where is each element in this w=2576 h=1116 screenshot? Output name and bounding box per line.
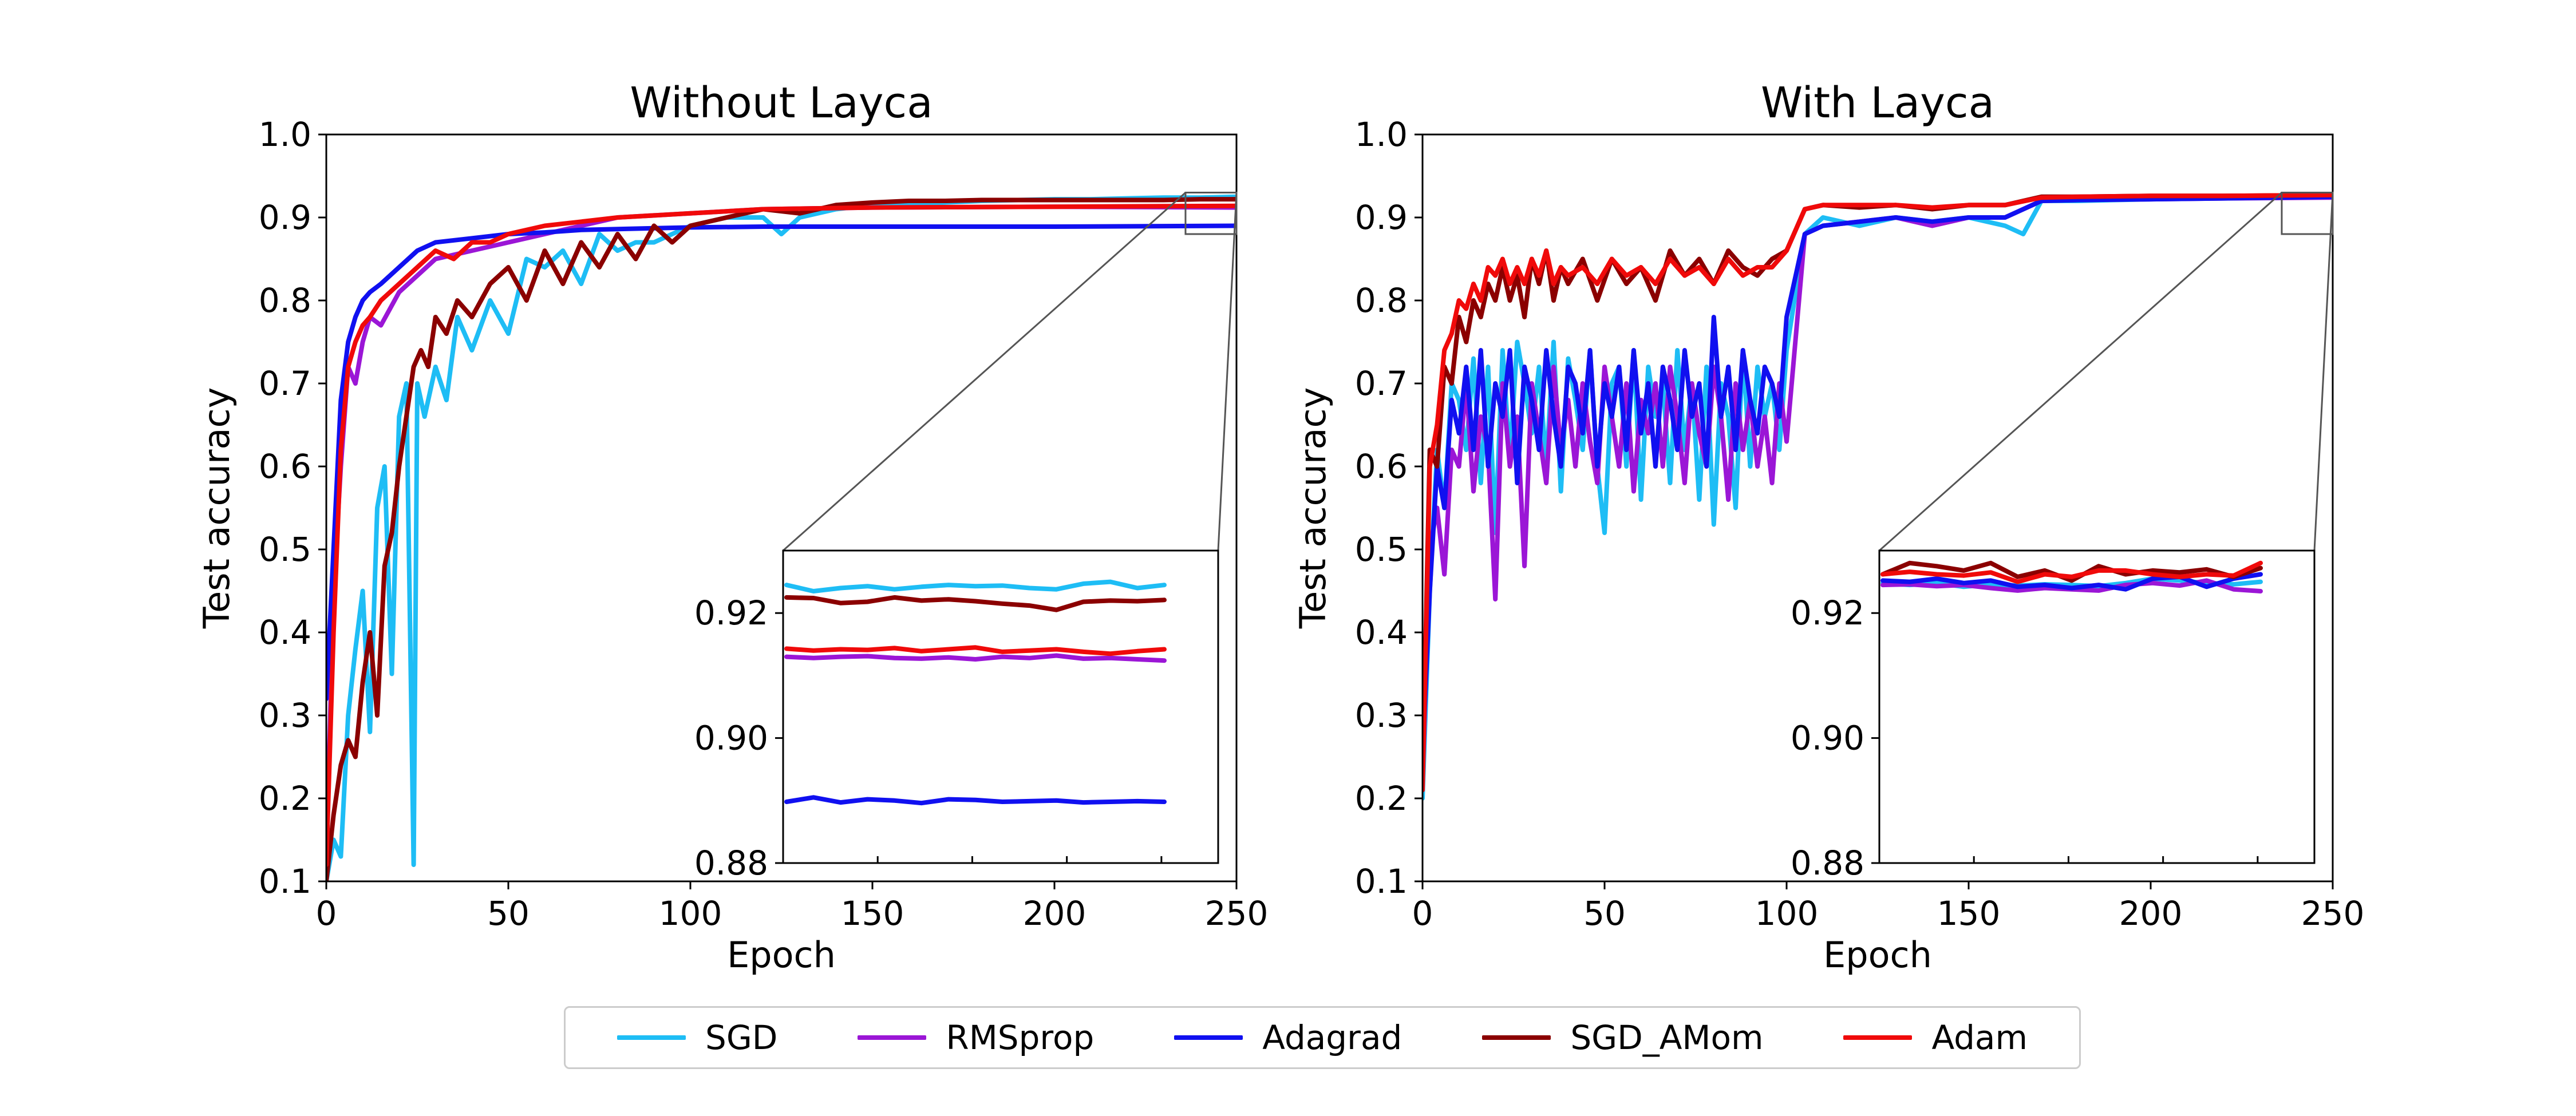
y-tick-label: 0.8 — [1355, 281, 1408, 320]
legend-item-sgd-amom: SGD_AMom — [1482, 1018, 1763, 1057]
x-tick-label: 100 — [659, 894, 722, 933]
chart-panel-1: 0 50 100 150 200 250 0.1 0.2 0.3 0.4 0.5 0.6 0.7 0.8 0… — [196, 78, 1268, 976]
legend-item-sgd: SGD — [617, 1018, 777, 1057]
y-tick-label: 0.1 — [259, 862, 311, 901]
inset-y-tick-label: 0.90 — [1791, 719, 1864, 758]
inset-series-line-rmsprop — [784, 653, 1167, 663]
zoom-indicator — [1184, 192, 1238, 235]
y-tick-label: 0.4 — [259, 613, 311, 652]
legend-item-rmsprop: RMSprop — [858, 1018, 1094, 1057]
zoom-connector — [783, 192, 1186, 552]
y-tick-label: 1.0 — [259, 115, 311, 154]
inset-background — [783, 551, 1218, 863]
y-tick-label: 0.1 — [1355, 862, 1408, 901]
inset-y-tick-label: 0.92 — [1791, 593, 1864, 632]
chart-title: Without Layca — [630, 78, 933, 128]
legend-swatch-sgd — [617, 1035, 686, 1040]
inset-y-tick-label: 0.90 — [694, 719, 768, 758]
y-tick-label: 0.9 — [1355, 198, 1408, 237]
legend-label-rmsprop: RMSprop — [946, 1018, 1095, 1057]
inset-y-tick-label: 0.88 — [694, 844, 768, 882]
y-tick-label: 0.3 — [1355, 696, 1408, 735]
legend-label-adam: Adam — [1931, 1018, 2028, 1057]
inset-series-line-sgd-amom — [1880, 560, 2263, 583]
x-tick-label: 200 — [1023, 894, 1086, 933]
series-line-sgd-amom — [326, 197, 1236, 881]
y-tick-label: 0.5 — [259, 530, 311, 569]
legend-item-adagrad: Adagrad — [1174, 1018, 1402, 1057]
zoom-connector — [1217, 192, 1238, 551]
x-tick-label: 200 — [2119, 894, 2183, 933]
inset-background — [1879, 551, 2314, 863]
x-tick-label: 250 — [1205, 894, 1269, 933]
x-tick-label: 150 — [841, 894, 904, 933]
inset-series-line-sgd-amom — [784, 595, 1167, 612]
legend-swatch-rmsprop — [858, 1035, 927, 1040]
x-axis-label: Epoch — [1823, 934, 1932, 976]
y-tick-label: 0.7 — [1355, 364, 1408, 403]
x-tick-label: 250 — [2301, 894, 2365, 933]
y-tick-label: 0.9 — [259, 198, 311, 237]
inset-y-tick-label: 0.88 — [1791, 844, 1864, 882]
plot-frame — [325, 133, 1238, 882]
x-tick-label: 0 — [1412, 894, 1433, 933]
legend: SGD RMSprop Adagrad SGD_AMom Adam — [564, 1006, 2081, 1069]
legend-swatch-sgd-amom — [1482, 1035, 1551, 1040]
x-tick-label: 150 — [1937, 894, 2001, 933]
zoom-indicator — [2281, 192, 2334, 235]
legend-label-sgd-amom: SGD_AMom — [1570, 1018, 1764, 1057]
y-tick-label: 0.3 — [259, 696, 311, 735]
y-tick-label: 0.2 — [1355, 779, 1408, 818]
x-tick-label: 50 — [487, 894, 530, 933]
y-tick-label: 0.2 — [259, 779, 311, 818]
y-tick-label: 0.8 — [259, 281, 311, 320]
series-line-adam — [1423, 192, 2333, 793]
x-axis-label: Epoch — [727, 934, 836, 976]
legend-item-adam: Adam — [1843, 1018, 2028, 1057]
y-tick-label: 0.4 — [1355, 613, 1408, 652]
inset-frame — [782, 549, 1219, 864]
y-axis-label: Test accuracy — [1292, 387, 1334, 630]
x-tick-label: 50 — [1583, 894, 1626, 933]
plot-frame — [1421, 133, 2334, 882]
inset-series-line-adam — [784, 645, 1167, 656]
y-tick-label: 0.7 — [259, 364, 311, 403]
legend-label-adagrad: Adagrad — [1262, 1018, 1402, 1057]
inset-series-line-adagrad — [784, 795, 1167, 806]
legend-label-sgd: SGD — [705, 1018, 778, 1057]
legend-swatch-adagrad — [1174, 1035, 1243, 1040]
y-axis-label: Test accuracy — [196, 387, 238, 630]
inset-series-line-sgd — [784, 579, 1167, 593]
inset-y-tick-label: 0.92 — [694, 593, 768, 632]
zoom-connector — [2313, 192, 2334, 551]
inset-frame — [1878, 549, 2316, 864]
y-tick-label: 0.6 — [1355, 447, 1408, 486]
y-tick-label: 1.0 — [1355, 115, 1408, 154]
inset-series-line-adam — [1880, 560, 2263, 584]
series-line-adagrad — [326, 223, 1236, 701]
zoom-connector — [1879, 192, 2282, 552]
series-line-adam — [326, 203, 1236, 867]
series-line-adagrad — [1423, 194, 2333, 759]
x-tick-label: 100 — [1755, 894, 1819, 933]
x-tick-label: 0 — [316, 894, 337, 933]
chart-title: With Layca — [1761, 78, 1994, 128]
legend-swatch-adam — [1843, 1035, 1913, 1040]
chart-panel-2: 0 50 100 150 200 250 0.1 0.2 0.3 0.4 0.5 0.6 0.7 0.8 0… — [1292, 78, 2364, 976]
y-tick-label: 0.6 — [259, 447, 311, 486]
y-tick-label: 0.5 — [1355, 530, 1408, 569]
inset-series-line-adagrad — [1880, 572, 2263, 592]
